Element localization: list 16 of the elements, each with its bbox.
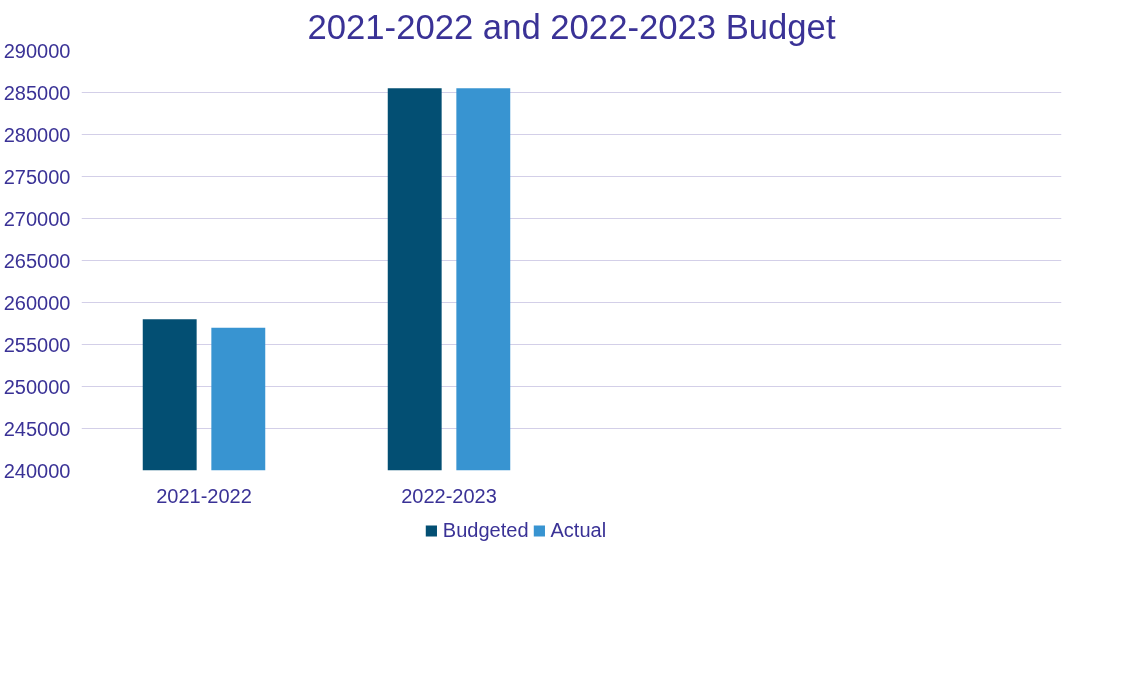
y-tick-label: 255000 — [3, 333, 71, 356]
y-tick-label: 260000 — [3, 291, 71, 314]
y-tick-label: 270000 — [3, 207, 71, 230]
x-tick-label: 2022-2023 — [401, 484, 497, 507]
y-tick-label: 250000 — [3, 375, 71, 398]
y-tick-label: 240000 — [3, 459, 71, 482]
chart-title: 2021-2022 and 2022-2023 Budget — [307, 7, 836, 46]
legend-label: Actual — [550, 518, 607, 542]
x-tick-label: 2021-2022 — [156, 484, 252, 507]
y-tick-label: 280000 — [3, 123, 71, 146]
y-tick-label: 275000 — [3, 165, 71, 188]
y-tick-label: 265000 — [3, 249, 71, 272]
legend-label: Budgeted — [442, 518, 529, 542]
y-tick-label: 290000 — [3, 39, 71, 62]
y-tick-label: 285000 — [3, 81, 71, 104]
y-tick-label: 245000 — [3, 417, 71, 440]
